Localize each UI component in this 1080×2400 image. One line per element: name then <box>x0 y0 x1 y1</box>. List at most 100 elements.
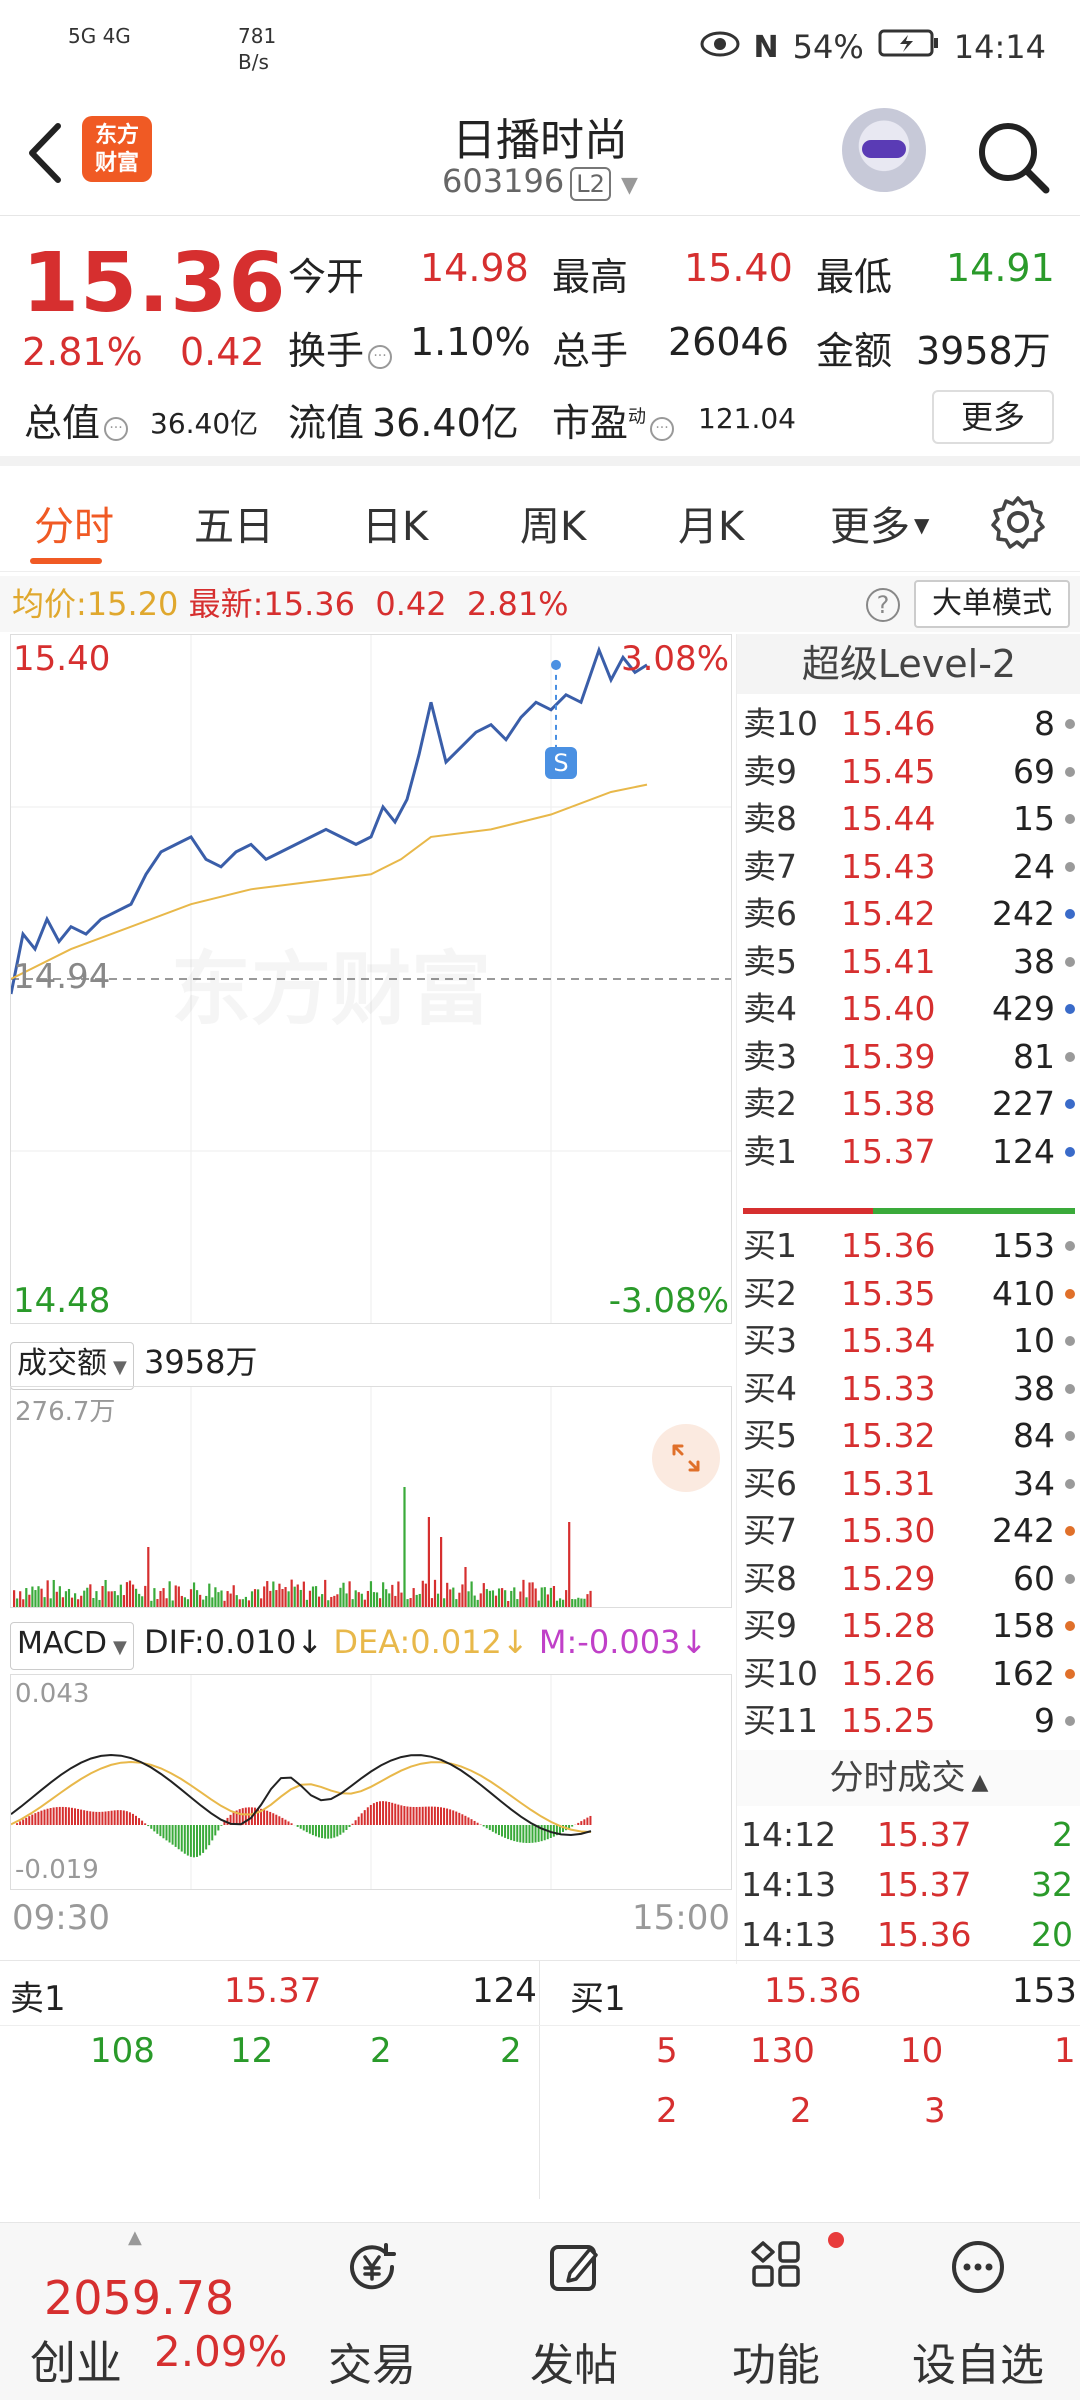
macd-bar <box>476 1822 479 1825</box>
volume-bar <box>311 1586 315 1607</box>
bid-row[interactable]: 买4 15.33 38 <box>737 1365 1080 1413</box>
stock-code-selector[interactable]: 603196 L2 ▼ <box>0 162 1080 201</box>
volume-chart-svg <box>13 1387 592 1607</box>
ask-level-label: 卖7 <box>743 846 797 886</box>
ask-row[interactable]: 卖3 15.39 81 <box>737 1033 1080 1081</box>
bid-row[interactable]: 买11 15.25 9 <box>737 1697 1080 1745</box>
macd-bar <box>183 1825 186 1854</box>
ai-assistant-avatar[interactable] <box>842 108 926 192</box>
tab-more[interactable]: 更多 ▼ <box>830 504 930 550</box>
buy-queue-order: 2 <box>790 2091 812 2131</box>
ask-row[interactable]: 卖6 15.42 242 <box>737 890 1080 938</box>
signal-marker[interactable]: S <box>545 747 577 779</box>
volume-bar <box>31 1586 34 1607</box>
bid-level-label: 买10 <box>743 1653 818 1693</box>
quote-panel: 15.36 2.81% 0.42 今开 14.98 最高 15.40 最低 14… <box>0 216 1080 466</box>
bid-row[interactable]: 买6 15.31 34 <box>737 1460 1080 1508</box>
macd-bar <box>131 1813 134 1825</box>
info-icon[interactable]: ··· <box>650 417 675 441</box>
macd-indicator-dropdown[interactable]: MACD ▼ <box>10 1622 134 1670</box>
macd-bar <box>558 1825 561 1834</box>
macd-chart[interactable]: 0.043 -0.019 <box>10 1674 732 1890</box>
nav-trade-label: 交易 <box>328 2340 416 2391</box>
volume-bar <box>98 1599 101 1607</box>
volume-bar <box>412 1588 415 1607</box>
ask-row[interactable]: 卖8 15.44 15 <box>737 795 1080 843</box>
volume-chart[interactable]: 276.7万 <box>10 1386 732 1608</box>
volume-bar <box>339 1587 342 1607</box>
ask-row[interactable]: 卖4 15.40 429 <box>737 985 1080 1033</box>
bid-row[interactable]: 买10 15.26 162 <box>737 1650 1080 1698</box>
info-icon[interactable]: ··· <box>104 417 129 441</box>
ask-row[interactable]: 卖7 15.43 24 <box>737 843 1080 891</box>
volume-bar <box>433 1579 437 1607</box>
bid-row[interactable]: 买1 15.36 153 <box>737 1222 1080 1270</box>
bid-row[interactable]: 买9 15.28 158 <box>737 1602 1080 1650</box>
bid-row[interactable]: 买7 15.30 242 <box>737 1507 1080 1555</box>
macd-bar <box>43 1809 46 1825</box>
volume-indicator-dropdown[interactable]: 成交额 ▼ <box>10 1342 134 1390</box>
ask-row[interactable]: 卖5 15.41 38 <box>737 938 1080 986</box>
back-button[interactable] <box>20 118 70 188</box>
bid-row[interactable]: 买3 15.34 10 <box>737 1317 1080 1365</box>
macd-bar <box>415 1806 418 1825</box>
sell-queue-order: 2 <box>500 2031 522 2071</box>
macd-bar <box>232 1812 235 1825</box>
bid-dot <box>1065 1526 1075 1536</box>
nav-functions[interactable]: 功能 <box>676 2223 876 2400</box>
tab-intraday[interactable]: 分时 <box>34 504 114 550</box>
macd-bar <box>86 1810 89 1825</box>
info-icon[interactable]: ··· <box>368 345 393 369</box>
order-book: 超级Level-2 卖10 15.46 8 卖9 15.45 69 卖8 15.44 15 卖7 1… <box>736 634 1080 1964</box>
volume-bar <box>372 1592 376 1607</box>
order-book-title[interactable]: 超级Level-2 <box>737 634 1080 694</box>
bid-row[interactable]: 买2 15.35 410 <box>737 1270 1080 1318</box>
volume-bar <box>74 1593 77 1607</box>
volume-bar <box>388 1593 391 1607</box>
tick-volume: 20 <box>1031 1915 1073 1954</box>
macd-bar <box>296 1825 299 1827</box>
macd-bar <box>116 1810 119 1825</box>
bid-row[interactable]: 买5 15.32 84 <box>737 1412 1080 1460</box>
index-ticker[interactable]: ▲ 2059.78 创业 2.09% <box>0 2223 287 2400</box>
volume-bar <box>345 1593 348 1607</box>
macd-bar <box>321 1825 324 1839</box>
macd-bar <box>491 1825 494 1832</box>
tab-monthly-k[interactable]: 月K <box>678 504 745 550</box>
macd-bar <box>28 1816 31 1825</box>
big-order-mode-button[interactable]: 大单模式 <box>914 580 1070 628</box>
time-sales-title[interactable]: 分时成交 ▲ <box>737 1750 1080 1806</box>
nav-trade[interactable]: 交易 <box>272 2223 472 2400</box>
pe-label: 市盈动··· <box>552 392 678 447</box>
tab-daily-k[interactable]: 日K <box>362 504 429 550</box>
ask-row[interactable]: 卖1 15.37 124 <box>737 1128 1080 1176</box>
bottom-nav: ▲ 2059.78 创业 2.09% 交易 发帖 功能 设自选 <box>0 2222 1080 2400</box>
ask-row[interactable]: 卖2 15.38 227 <box>737 1080 1080 1128</box>
volume-bar <box>555 1600 559 1607</box>
volume-bar <box>409 1598 412 1607</box>
nav-add-watchlist[interactable]: 设自选 <box>878 2223 1078 2400</box>
macd-top-label: 0.043 <box>15 1679 90 1709</box>
expand-button[interactable] <box>652 1424 720 1492</box>
queue-divider <box>539 1961 540 2199</box>
volume-bar <box>296 1584 299 1607</box>
eastmoney-logo[interactable]: 东方 财富 <box>82 116 152 182</box>
macd-bar <box>546 1825 549 1840</box>
tab-weekly-k[interactable]: 周K <box>520 504 587 550</box>
macd-bar <box>25 1817 28 1825</box>
volume-bar <box>67 1588 71 1607</box>
macd-bar <box>278 1816 281 1825</box>
more-stats-button[interactable]: 更多 <box>932 390 1054 444</box>
help-icon[interactable]: ? <box>866 588 900 622</box>
search-button[interactable] <box>974 118 1054 198</box>
settings-button[interactable] <box>990 494 1046 550</box>
tab-five-day[interactable]: 五日 <box>194 504 274 550</box>
volume-bar <box>467 1591 470 1607</box>
macd-bar <box>379 1801 381 1825</box>
nav-post[interactable]: 发帖 <box>474 2223 674 2400</box>
bid-row[interactable]: 买8 15.29 60 <box>737 1555 1080 1603</box>
macd-bar <box>354 1820 357 1825</box>
ask-row[interactable]: 卖9 15.45 69 <box>737 748 1080 796</box>
ask-row[interactable]: 卖10 15.46 8 <box>737 700 1080 748</box>
